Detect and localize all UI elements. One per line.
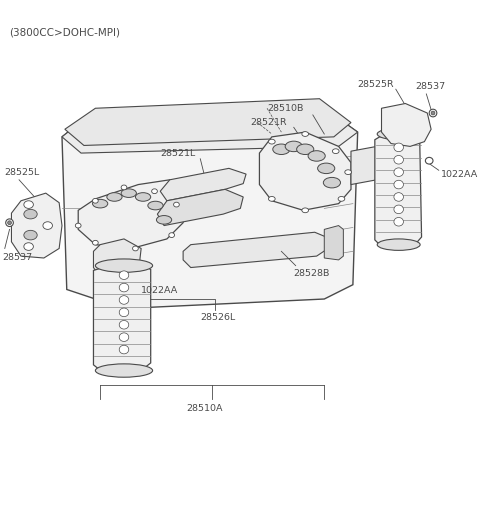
Text: (3800CC>DOHC-MPI): (3800CC>DOHC-MPI) (10, 27, 120, 37)
Ellipse shape (169, 233, 175, 237)
Ellipse shape (132, 246, 138, 251)
Text: 28521L: 28521L (160, 149, 195, 157)
Polygon shape (160, 168, 246, 201)
Text: 28525L: 28525L (5, 168, 40, 176)
Ellipse shape (121, 189, 136, 198)
Ellipse shape (394, 168, 404, 176)
Ellipse shape (332, 149, 339, 154)
Text: 28521R: 28521R (250, 118, 287, 127)
Text: 28510B: 28510B (267, 104, 303, 113)
Ellipse shape (24, 201, 34, 208)
Polygon shape (12, 193, 62, 258)
Ellipse shape (285, 141, 302, 152)
Ellipse shape (6, 219, 13, 227)
Polygon shape (157, 189, 243, 225)
Ellipse shape (93, 199, 108, 208)
Polygon shape (183, 232, 328, 267)
Polygon shape (78, 180, 186, 249)
Polygon shape (94, 264, 151, 373)
Text: 28510A: 28510A (186, 404, 223, 413)
Polygon shape (94, 239, 141, 280)
Ellipse shape (273, 144, 290, 154)
Ellipse shape (394, 217, 404, 226)
Ellipse shape (308, 151, 325, 161)
Ellipse shape (377, 128, 420, 140)
Ellipse shape (107, 192, 122, 201)
Ellipse shape (93, 198, 98, 203)
Ellipse shape (93, 240, 98, 245)
Ellipse shape (119, 296, 129, 304)
Ellipse shape (297, 144, 314, 154)
Ellipse shape (24, 209, 37, 219)
Ellipse shape (119, 333, 129, 342)
Text: 1022AA: 1022AA (441, 170, 478, 179)
Polygon shape (62, 108, 358, 309)
Ellipse shape (119, 345, 129, 354)
Ellipse shape (119, 320, 129, 329)
Ellipse shape (24, 243, 34, 250)
Polygon shape (324, 225, 343, 260)
Ellipse shape (394, 192, 404, 201)
Ellipse shape (119, 308, 129, 317)
Polygon shape (62, 108, 358, 153)
Text: 1022AA: 1022AA (141, 286, 179, 295)
Ellipse shape (152, 189, 157, 194)
Ellipse shape (119, 283, 129, 292)
Ellipse shape (174, 202, 180, 207)
Ellipse shape (268, 139, 275, 144)
Text: 28525R: 28525R (358, 80, 394, 89)
Polygon shape (259, 132, 351, 211)
Ellipse shape (43, 222, 52, 230)
Ellipse shape (302, 208, 309, 213)
Ellipse shape (302, 132, 309, 136)
Ellipse shape (394, 205, 404, 214)
Text: 28528B: 28528B (294, 269, 330, 278)
Ellipse shape (394, 180, 404, 189)
Ellipse shape (75, 223, 81, 228)
Ellipse shape (338, 197, 345, 201)
Ellipse shape (429, 109, 437, 117)
Text: 28537: 28537 (415, 82, 445, 91)
Ellipse shape (394, 143, 404, 152)
Ellipse shape (96, 259, 153, 272)
Ellipse shape (156, 216, 172, 224)
Ellipse shape (425, 157, 433, 164)
Ellipse shape (394, 155, 404, 164)
Ellipse shape (324, 178, 340, 188)
Polygon shape (65, 99, 351, 146)
Ellipse shape (121, 185, 127, 190)
Polygon shape (351, 147, 380, 185)
Ellipse shape (431, 111, 435, 115)
Text: 28526L: 28526L (200, 313, 236, 321)
Ellipse shape (24, 230, 37, 240)
Ellipse shape (119, 271, 129, 280)
Ellipse shape (148, 201, 163, 210)
Ellipse shape (318, 163, 335, 173)
Ellipse shape (96, 364, 153, 377)
Text: 28537: 28537 (2, 253, 32, 263)
Polygon shape (375, 132, 421, 247)
Ellipse shape (135, 192, 151, 201)
Ellipse shape (268, 197, 275, 201)
Ellipse shape (8, 221, 12, 224)
Ellipse shape (345, 170, 351, 174)
Polygon shape (382, 104, 431, 147)
Ellipse shape (377, 239, 420, 250)
